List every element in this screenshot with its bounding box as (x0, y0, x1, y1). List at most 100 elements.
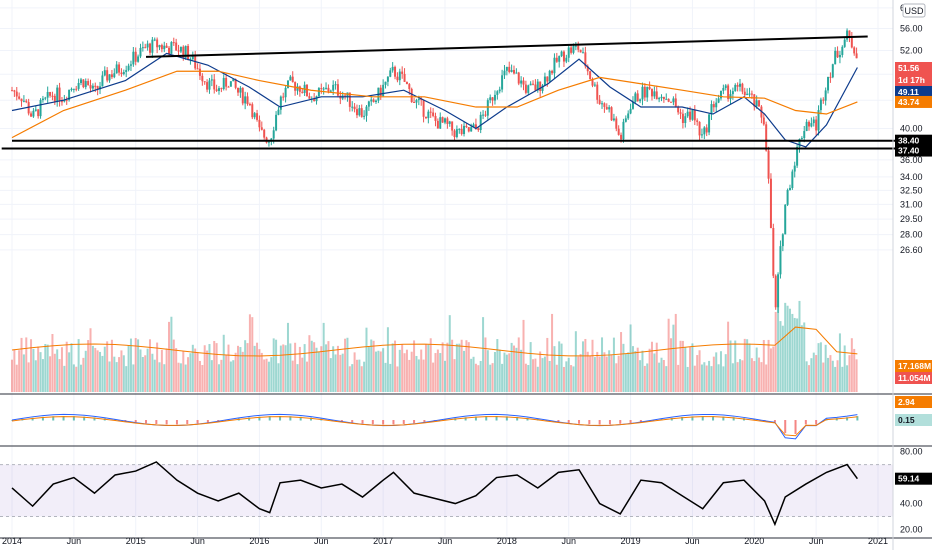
volume-bar (750, 358, 753, 392)
countdown-badge: 1d 17h (898, 75, 925, 85)
candle-body (296, 86, 299, 91)
candle-body (158, 45, 161, 48)
candle-body (277, 109, 280, 115)
macd-histogram-bar (608, 420, 611, 425)
volume-bar (436, 349, 439, 392)
candle-body (567, 47, 570, 58)
volume-bar (346, 337, 349, 392)
volume-bar (848, 355, 851, 392)
level-lower-badge: 37.40 (898, 146, 920, 156)
candle-body (120, 72, 123, 75)
candle-body (172, 42, 175, 44)
volume-bar (77, 339, 80, 392)
candle-body (593, 84, 596, 86)
volume-bar (767, 339, 770, 392)
candle-body (717, 98, 720, 103)
volume-bar (786, 305, 789, 392)
volume-bar (579, 354, 582, 392)
candle-body (208, 80, 211, 90)
candle-body (160, 45, 163, 50)
price-tick-label: 31.00 (900, 199, 923, 209)
volume-bar (824, 344, 827, 392)
volume-bar (570, 365, 573, 392)
candle-body (653, 91, 656, 97)
candle-body (674, 98, 677, 107)
candle-body (58, 87, 61, 102)
volume-bar (53, 353, 56, 392)
volume-bar (496, 339, 499, 392)
candle-body (791, 171, 794, 188)
candle-body (470, 127, 473, 132)
volume-bar (265, 358, 268, 392)
time-axis[interactable]: 2014 Jun 2015 Jun 2016 Jun 2017 Jun 2018 Jun 2019 J… (2, 536, 888, 546)
volume-bar (629, 324, 632, 392)
candle-body (372, 99, 375, 102)
candle-body (122, 72, 125, 75)
macd-histogram-bar (681, 417, 684, 421)
volume-bar (410, 351, 413, 392)
volume-bar (329, 358, 332, 392)
volume-bar (370, 339, 373, 392)
candle-body (834, 50, 837, 65)
candle-body (151, 39, 154, 53)
volume-bar (15, 364, 18, 392)
volume-bar (146, 348, 149, 392)
macd-histogram-bar (72, 416, 75, 421)
volume-bar (215, 343, 218, 392)
candle-body (755, 100, 758, 107)
volume-bar (110, 339, 113, 392)
volume-bar (501, 363, 504, 392)
volume-bar (762, 340, 765, 392)
volume-bar (689, 347, 692, 392)
candle-body (201, 75, 204, 82)
volume-bar (827, 357, 830, 392)
candle-body (315, 96, 318, 102)
candle-body (739, 83, 742, 87)
volume-bar (220, 359, 223, 392)
volume-bar (415, 355, 418, 392)
candle-body (46, 92, 49, 98)
volume-bar (258, 349, 261, 392)
candle-body (838, 54, 841, 58)
volume-bar (206, 350, 209, 392)
candle-body (379, 87, 382, 96)
volume-bar (286, 322, 289, 392)
volume-bar (301, 357, 304, 392)
trendlines[interactable] (1, 35, 899, 150)
candle-body (781, 234, 784, 247)
candle-body (467, 127, 470, 132)
candle-body (748, 93, 751, 95)
volume-bar (11, 359, 13, 392)
volume-bar (210, 360, 213, 392)
candle-body (248, 104, 251, 106)
candle-body (805, 121, 808, 132)
candle-body (584, 52, 587, 67)
volume-bar (708, 360, 711, 392)
countdown-badge-bg (895, 74, 932, 86)
volume-bar (803, 322, 806, 392)
volume-bar (34, 360, 37, 392)
volume-bar (277, 363, 280, 392)
volume-bar (534, 358, 537, 392)
macd-signal-badge-bg (895, 396, 932, 408)
candle-body (289, 76, 292, 81)
candle-body (424, 116, 427, 119)
candle-body (291, 76, 294, 83)
volume-bar (643, 365, 646, 392)
candle-body (520, 80, 523, 84)
trendline-1[interactable] (145, 35, 868, 58)
candle-body (629, 108, 632, 114)
volume-bar (781, 325, 784, 392)
candle-body (453, 130, 456, 138)
macd-histogram-bar (856, 416, 859, 421)
macd-histogram-bar (464, 417, 467, 421)
volume-bar (184, 364, 187, 392)
volume-bar (434, 353, 437, 392)
candle-body (444, 118, 446, 123)
volume-bar (615, 363, 618, 392)
volume-bar (655, 342, 658, 392)
candle-body (750, 93, 753, 95)
candle-body (222, 77, 225, 90)
